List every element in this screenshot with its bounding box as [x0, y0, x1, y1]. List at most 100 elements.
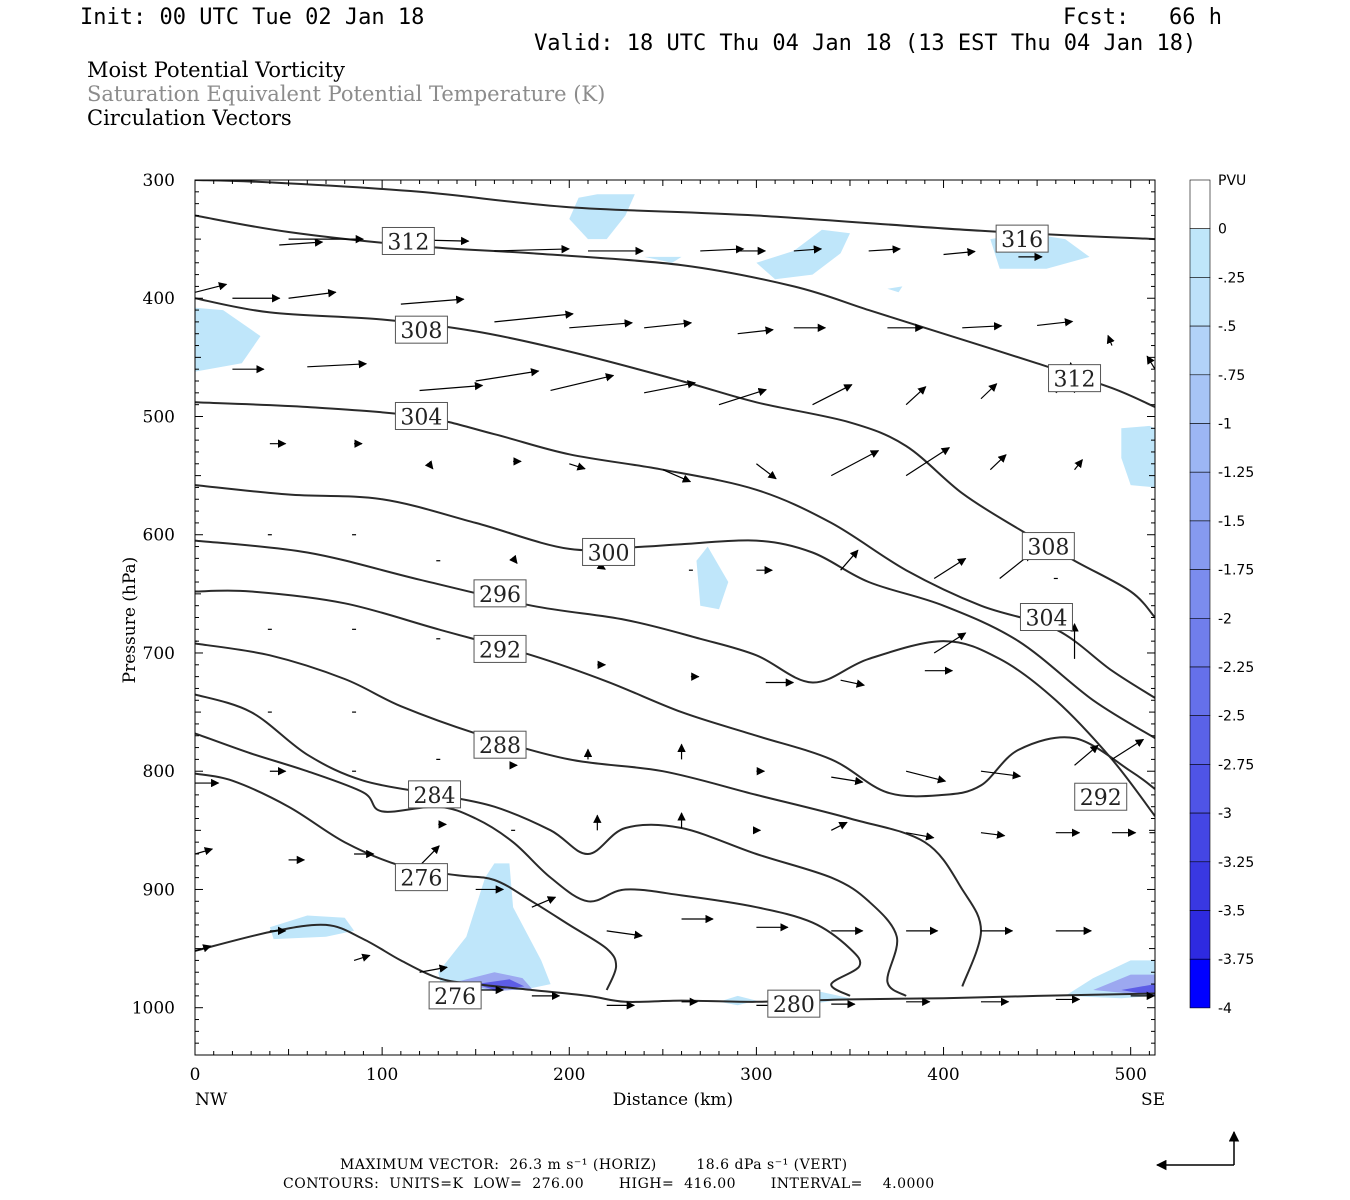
colorbar-label-11: -2.75 [1218, 757, 1254, 773]
vector-46 [989, 454, 1007, 471]
vector-4 [288, 289, 337, 299]
vector-110 [195, 944, 212, 953]
theta-contour-280-9 [195, 732, 862, 997]
contour-label-box-7 [473, 579, 527, 608]
theta-contours [195, 180, 1155, 1003]
vector-28 [475, 368, 540, 382]
pv-region-4 [195, 307, 261, 372]
theta-contour-276-10 [195, 772, 618, 991]
contour-label-12: 292 [1080, 786, 1122, 811]
vector-100 [419, 845, 440, 867]
vector-10 [700, 245, 745, 254]
colorbar-swatch-14 [1189, 861, 1211, 911]
contour-label-box-4 [394, 401, 448, 430]
pv-region-5 [1121, 425, 1155, 488]
contour-label-4: 304 [400, 405, 442, 430]
vector-78 [831, 776, 864, 786]
y-tick-label-1: 400 [143, 289, 175, 309]
vector-32 [718, 387, 767, 406]
theta-contour-292-6 [195, 589, 1155, 798]
vector-8 [569, 319, 633, 329]
vector-92 [906, 832, 935, 841]
vector-21 [962, 321, 1003, 331]
field-title-pv: Moist Potential Vorticity [87, 58, 345, 82]
contour-label-box-6 [1021, 532, 1075, 561]
circulation-vectors [195, 234, 1155, 1010]
vector-44 [830, 450, 880, 477]
vector-81 [1074, 744, 1099, 766]
vector-113 [419, 964, 448, 973]
vector-16 [494, 244, 570, 254]
contour-label-0: 312 [387, 230, 429, 255]
colorbar-label-4: -1 [1218, 417, 1232, 433]
theta-contour-300-4 [195, 484, 1155, 739]
forecast-hour: Fcst: 66 h [1063, 5, 1222, 30]
vector-24 [1106, 334, 1115, 346]
vector-14 [943, 248, 976, 257]
valid-time: Valid: 18 UTC Thu 04 Jan 18 (13 EST Thu … [534, 31, 1197, 56]
contour-label-box-10 [473, 730, 527, 759]
vector-97 [195, 847, 214, 856]
theta-contour-276-11 [195, 923, 1155, 1003]
colorbar-swatch-10 [1189, 666, 1211, 717]
vector-35 [980, 383, 998, 400]
vector-43 [756, 463, 777, 480]
vector-30 [550, 373, 615, 392]
y-tick-label-4: 700 [143, 644, 175, 664]
colorbar-label-9: -2.25 [1218, 660, 1254, 676]
colorbar-label-15: -3.75 [1218, 952, 1254, 968]
pv-region-2 [756, 229, 850, 280]
init-time: Init: 00 UTC Tue 02 Jan 18 [80, 5, 425, 30]
vector-31 [644, 380, 697, 394]
colorbar-label-10: -2.5 [1218, 709, 1245, 725]
y-axis-label: Pressure (hPa) [120, 557, 140, 684]
vector-68 [840, 679, 866, 688]
vector-79 [905, 770, 947, 784]
vector-33 [812, 384, 853, 406]
y-tick-label-7: 1000 [132, 999, 175, 1019]
vector-112 [353, 953, 371, 962]
vector-12 [793, 245, 823, 254]
vector-55 [840, 549, 859, 571]
vector-20 [737, 326, 774, 335]
vector-13 [868, 245, 901, 254]
vector-39 [424, 460, 434, 470]
colorbar-label-8: -2 [1218, 611, 1232, 627]
colorbar-swatch-16 [1189, 958, 1211, 1009]
x-axis-label: Distance (km) [613, 1090, 733, 1110]
x-end-label-nw: NW [195, 1090, 228, 1110]
colorbar-swatch-0 [1189, 179, 1211, 230]
field-title-theta: Saturation Equivalent Potential Temperat… [87, 82, 606, 106]
vector-1 [279, 238, 324, 247]
vector-93 [980, 830, 1006, 839]
contour-label-box-9 [473, 634, 527, 663]
pv-region-16 [887, 286, 903, 293]
colorbar-swatch-11 [1189, 715, 1211, 765]
pv-region-11 [719, 995, 757, 1006]
x-end-label-se: SE [1141, 1090, 1165, 1110]
vector-91 [830, 821, 848, 831]
vector-27 [307, 360, 368, 369]
colorbar-label-5: -1.25 [1218, 465, 1254, 481]
vector-6 [400, 295, 465, 305]
x-tick-label-5: 500 [1114, 1065, 1146, 1085]
contour-labels: 312 316 308 312 304 300 308 296 304 292 288 284 292 2… [381, 224, 1128, 1018]
colorbar: 0 -.25 -.5 -.75 -1 -1.25 -1.5 -1.75 -2 -2.25 -2.5 -… [1189, 179, 1254, 1017]
vector-42 [662, 469, 692, 483]
contour-label-box-11 [408, 780, 462, 809]
contour-label-box-13 [394, 863, 448, 892]
contour-label-box-15 [767, 989, 821, 1018]
colorbar-label-12: -3 [1218, 806, 1232, 822]
colorbar-swatch-9 [1189, 617, 1211, 668]
x-tick-label-0: 0 [190, 1065, 201, 1085]
pv-region-8 [438, 863, 551, 990]
colorbar-label-0: 0 [1218, 222, 1227, 238]
vector-7 [494, 310, 574, 323]
axis-ticks: 0 100 200 300 400 500 300 400 500 600 700 800 900 100… [132, 171, 1155, 1085]
vector-59 [933, 632, 967, 654]
vector-25 [1146, 355, 1155, 370]
colorbar-label-2: -.5 [1218, 319, 1236, 335]
contour-label-1: 316 [1001, 228, 1043, 253]
vector-103 [606, 930, 643, 939]
